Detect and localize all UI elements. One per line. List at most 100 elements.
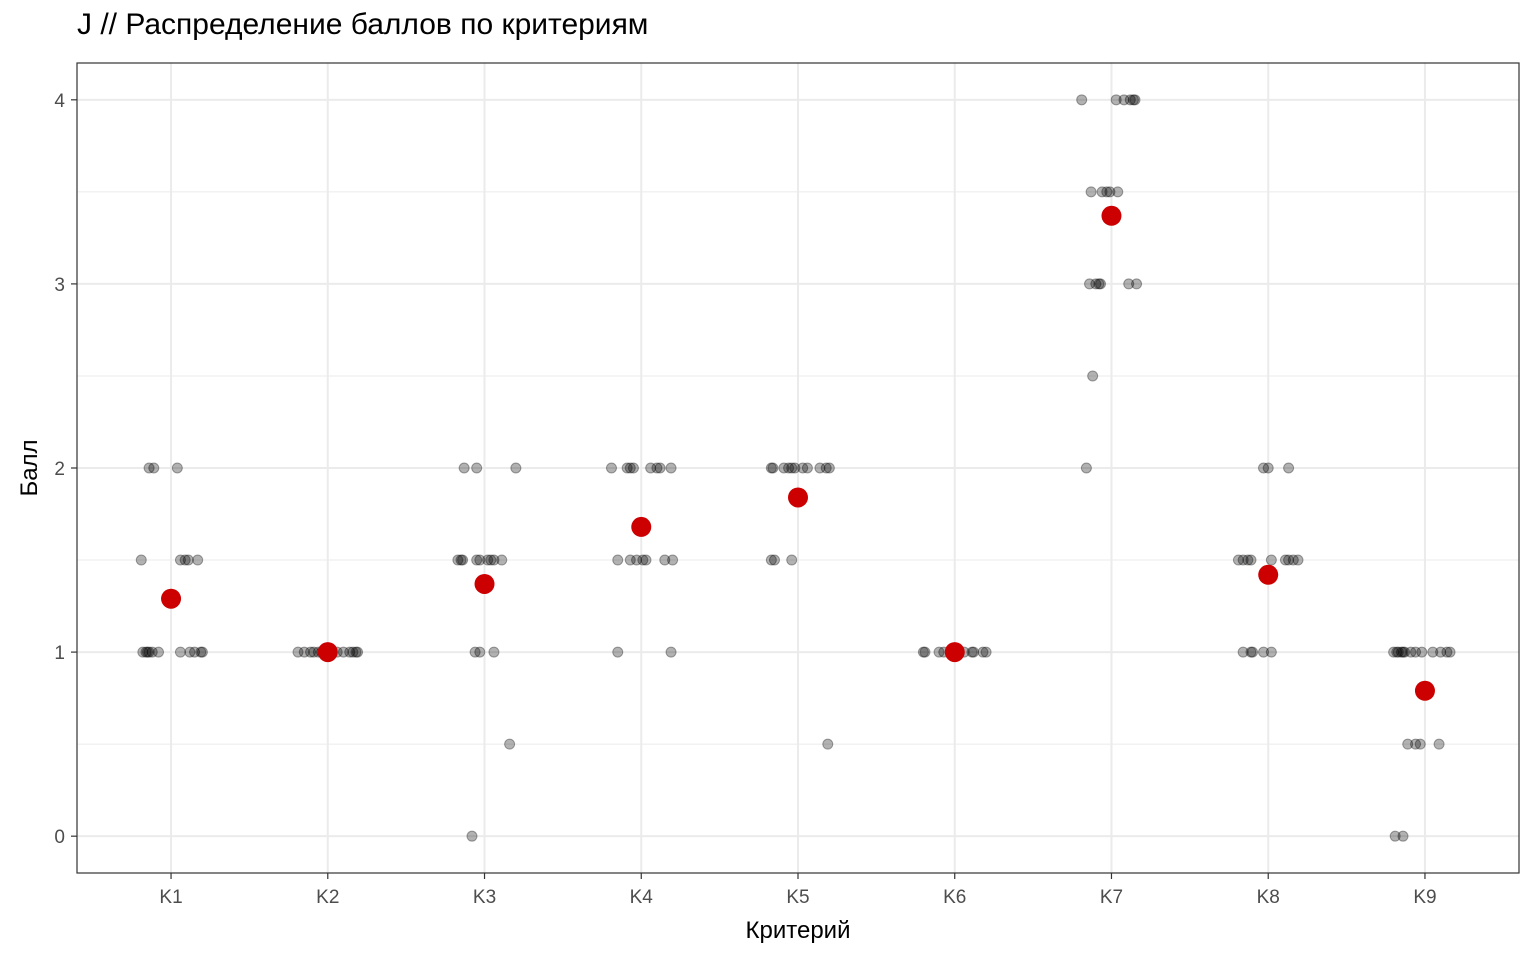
data-point [654, 462, 666, 474]
data-point [137, 646, 149, 658]
mean-point [788, 487, 808, 508]
data-point [1258, 462, 1270, 474]
data-point [474, 646, 486, 658]
data-point [192, 554, 204, 566]
data-point [1397, 830, 1409, 842]
data-point [1123, 278, 1135, 290]
data-point [352, 646, 364, 658]
data-point [195, 646, 207, 658]
data-point [1283, 554, 1295, 566]
data-point [1397, 646, 1409, 658]
data-point [1131, 278, 1143, 290]
data-point [298, 646, 310, 658]
data-point [783, 462, 795, 474]
data-point [627, 462, 639, 474]
data-point [174, 646, 186, 658]
data-point [786, 462, 798, 474]
data-point [665, 646, 677, 658]
means-layer [161, 205, 1435, 701]
data-point [469, 646, 481, 658]
data-point [350, 646, 362, 658]
data-point [471, 462, 483, 474]
mean-point [474, 573, 495, 594]
data-point [148, 462, 160, 474]
mean-point [631, 516, 652, 537]
data-point [1410, 738, 1422, 750]
data-point [659, 554, 671, 566]
y-tick-label: 0 [54, 827, 65, 848]
data-point [612, 554, 624, 566]
data-point [624, 462, 636, 474]
data-point [933, 646, 945, 658]
data-point [966, 646, 978, 658]
data-point [651, 462, 663, 474]
mean-point [1101, 205, 1122, 226]
y-tick-label: 1 [54, 643, 65, 664]
data-point [143, 646, 155, 658]
data-point [801, 462, 813, 474]
mean-point [317, 642, 338, 663]
data-point [1433, 738, 1445, 750]
data-point [1110, 94, 1122, 106]
data-point [153, 646, 165, 658]
data-point [143, 462, 155, 474]
data-point [667, 554, 679, 566]
data-point [504, 738, 516, 750]
data-point [1093, 278, 1105, 290]
data-point [174, 554, 186, 566]
grid-major [77, 63, 1519, 873]
data-point [789, 462, 801, 474]
data-point [347, 646, 359, 658]
data-point [146, 646, 158, 658]
data-point [1389, 830, 1401, 842]
data-point [977, 646, 989, 658]
data-point [1287, 554, 1299, 566]
data-point [605, 462, 617, 474]
data-point [1410, 646, 1422, 658]
data-point [1279, 554, 1291, 566]
data-point [1441, 646, 1453, 658]
x-axis: K1 K2 K3 K4 K5 K6 K7 K8 K9 [159, 873, 1437, 908]
data-point [142, 646, 154, 658]
data-point [612, 646, 624, 658]
data-point [919, 646, 931, 658]
data-point [471, 554, 483, 566]
data-point [485, 554, 497, 566]
data-point [1087, 370, 1099, 382]
data-point [1232, 554, 1244, 566]
data-point [968, 646, 980, 658]
data-point [305, 646, 317, 658]
data-point [1080, 462, 1092, 474]
x-tick-label: K2 [316, 887, 339, 908]
data-point [1096, 186, 1108, 198]
data-point [510, 462, 522, 474]
x-tick-label: K5 [786, 887, 809, 908]
data-point [1405, 646, 1417, 658]
data-point [1444, 646, 1456, 658]
data-point [344, 646, 356, 658]
data-point [452, 554, 464, 566]
x-tick-label: K3 [473, 887, 496, 908]
data-point [182, 554, 194, 566]
data-point [814, 462, 826, 474]
y-axis: 0 1 2 3 4 [54, 91, 77, 848]
data-point [980, 646, 992, 658]
points-layer [135, 94, 1456, 842]
mean-point [944, 642, 965, 663]
data-point [474, 554, 486, 566]
data-point [640, 554, 652, 566]
data-point [337, 646, 349, 658]
data-point [466, 830, 478, 842]
data-point [1101, 186, 1113, 198]
x-tick-label: K4 [630, 887, 654, 908]
data-point [778, 462, 790, 474]
chart-title: J // Распределение баллов по критериям [77, 8, 649, 41]
mean-point [161, 588, 182, 609]
data-point [765, 554, 777, 566]
x-tick-label: K1 [159, 887, 182, 908]
data-point [455, 554, 467, 566]
mean-point [1258, 564, 1279, 585]
data-point [1076, 94, 1088, 106]
data-point [488, 646, 500, 658]
data-point [135, 554, 147, 566]
